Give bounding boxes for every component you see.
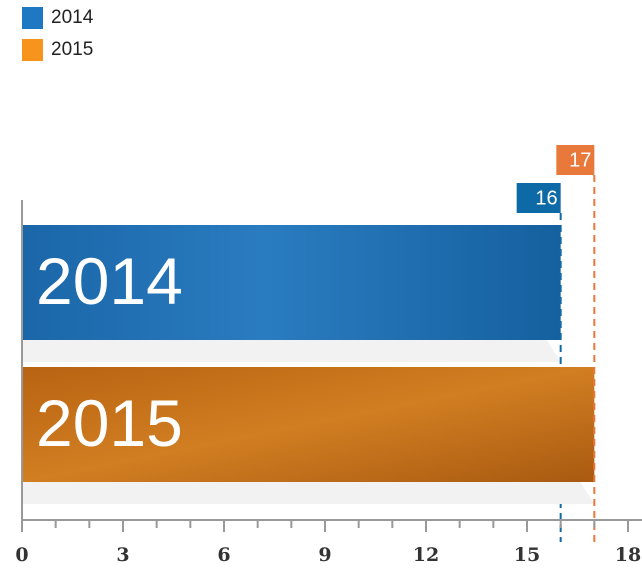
value-label: 16 bbox=[535, 187, 557, 209]
x-tick-label: 0 bbox=[15, 544, 28, 566]
legend-label: 2014 bbox=[51, 7, 94, 28]
bar-shadow bbox=[22, 482, 594, 504]
chart: 2014 2015 2014 16 2015 17 0 3 6 9 12 15 18 bbox=[0, 0, 642, 571]
x-tick-label: 12 bbox=[413, 544, 439, 566]
legend-label: 2015 bbox=[51, 39, 93, 60]
x-tick-label: 6 bbox=[217, 544, 230, 566]
bar-shadow bbox=[22, 340, 561, 362]
page: 201420152014162015170369121518 (() => { … bbox=[0, 0, 642, 571]
x-tick-label: 9 bbox=[318, 544, 331, 566]
x-tick-label: 3 bbox=[116, 544, 129, 566]
x-tick-label: 15 bbox=[514, 544, 540, 566]
x-tick-label: 18 bbox=[615, 544, 641, 566]
legend-swatch bbox=[22, 39, 43, 61]
value-label: 17 bbox=[569, 149, 591, 171]
bar-category-label: 2014 bbox=[36, 244, 183, 318]
bar-category-label: 2015 bbox=[36, 386, 183, 460]
legend-swatch bbox=[22, 7, 43, 29]
